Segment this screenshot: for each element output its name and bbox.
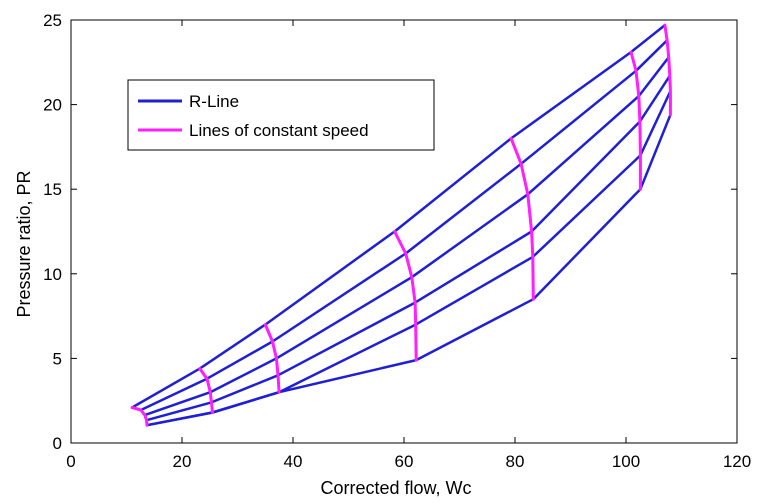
speed-line-2 bbox=[198, 367, 214, 414]
speed-line-3 bbox=[263, 323, 281, 394]
speed-line-1 bbox=[130, 406, 149, 427]
x-axis-title: Corrected flow, Wc bbox=[320, 478, 471, 498]
legend-label-1: R-Line bbox=[189, 92, 239, 111]
speed-line-5 bbox=[509, 136, 535, 301]
legend-box bbox=[127, 79, 435, 151]
legend-label-2: Lines of constant speed bbox=[189, 121, 369, 140]
y-tick-label: 0 bbox=[53, 434, 62, 453]
x-tick-label: 60 bbox=[395, 452, 414, 471]
y-tick-label: 5 bbox=[53, 349, 62, 368]
x-tick-label: 20 bbox=[173, 452, 192, 471]
speed-line-4 bbox=[393, 230, 418, 362]
x-tick-label: 120 bbox=[723, 452, 751, 471]
y-tick-label: 25 bbox=[43, 11, 62, 30]
speed-line-7 bbox=[663, 23, 672, 117]
x-tick-label: 100 bbox=[612, 452, 640, 471]
speed-line-6 bbox=[629, 50, 642, 191]
y-tick-label: 20 bbox=[43, 96, 62, 115]
y-tick-label: 15 bbox=[43, 180, 62, 199]
x-tick-label: 40 bbox=[284, 452, 303, 471]
x-tick-label: 0 bbox=[66, 452, 75, 471]
y-axis-title: Pressure ratio, PR bbox=[14, 170, 34, 317]
x-tick-label: 80 bbox=[506, 452, 525, 471]
legend: R-Line Lines of constant speed bbox=[127, 79, 435, 151]
y-tick-label: 10 bbox=[43, 265, 62, 284]
axis-ticks: 0 20 40 60 80 100 120 0 5 10 15 20 25 bbox=[43, 11, 751, 471]
